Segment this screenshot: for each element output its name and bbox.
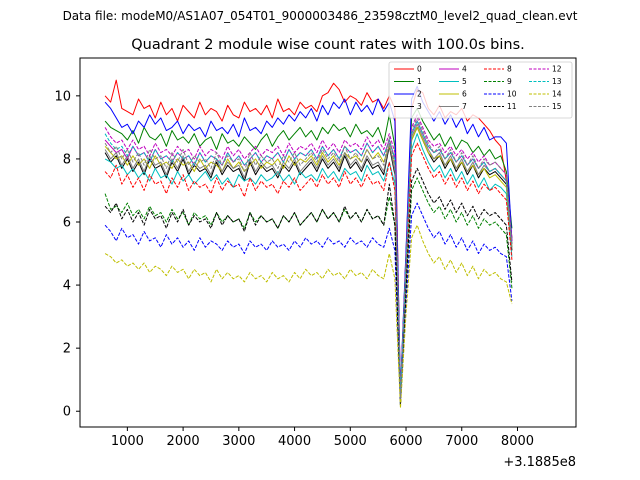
y-tick-label-6: 6 — [63, 216, 71, 231]
y-tick-label-4: 4 — [63, 279, 71, 294]
series-line-13 — [104, 120, 513, 396]
legend-label-4: 4 — [462, 65, 467, 74]
x-offset-label: +3.1885e8 — [503, 455, 576, 470]
y-tick-label-2: 2 — [63, 342, 71, 357]
legend-label-6: 6 — [462, 90, 467, 99]
series-line-1 — [104, 107, 513, 396]
data-file-header: Data file: modeM0/AS1A07_054T01_90000034… — [63, 9, 578, 23]
series-line-8 — [104, 142, 513, 403]
series-line-11 — [104, 167, 513, 406]
legend-label-12: 12 — [552, 65, 562, 74]
x-tick-label-2000: 2000 — [167, 434, 200, 449]
series-line-3 — [104, 126, 513, 400]
series-line-10 — [104, 202, 513, 406]
series-line-9 — [104, 177, 513, 406]
x-tick-label-5000: 5000 — [334, 434, 367, 449]
legend-label-11: 11 — [507, 102, 517, 111]
y-tick-label-8: 8 — [63, 152, 71, 167]
y-tick-label-10: 10 — [54, 89, 71, 104]
series-line-2 — [104, 85, 513, 390]
series-lines — [104, 79, 513, 409]
legend-label-8: 8 — [507, 65, 512, 74]
series-line-14 — [104, 224, 513, 409]
series-line-12 — [104, 114, 513, 396]
x-tick-label-7000: 7000 — [445, 434, 478, 449]
legend-label-15: 15 — [552, 102, 562, 111]
legend-label-7: 7 — [462, 102, 467, 111]
y-tick-label-0: 0 — [63, 405, 71, 420]
series-line-5 — [104, 133, 513, 400]
legend-label-3: 3 — [417, 102, 422, 111]
x-tick-label-4000: 4000 — [278, 434, 311, 449]
legend-label-0: 0 — [417, 65, 422, 74]
x-tick-label-3000: 3000 — [222, 434, 255, 449]
x-tick-label-6000: 6000 — [389, 434, 422, 449]
legend-label-9: 9 — [507, 77, 512, 86]
legend-box — [388, 61, 573, 119]
legend-label-13: 13 — [552, 77, 562, 86]
legend-label-1: 1 — [417, 77, 422, 86]
legend-label-5: 5 — [462, 77, 467, 86]
legend-label-10: 10 — [507, 90, 517, 99]
chart-title: Quadrant 2 module wise count rates with … — [131, 37, 525, 53]
x-tick-label-8000: 8000 — [501, 434, 534, 449]
x-tick-label-1000: 1000 — [111, 434, 144, 449]
series-line-15 — [104, 117, 513, 400]
legend-label-2: 2 — [417, 90, 422, 99]
axes-frame — [79, 57, 577, 428]
legend-label-14: 14 — [552, 90, 562, 99]
